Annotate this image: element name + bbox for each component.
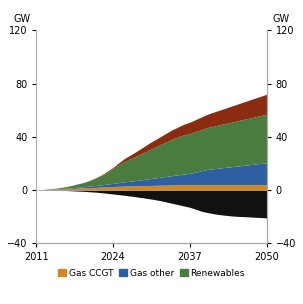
Text: GW: GW	[272, 14, 290, 24]
Text: GW: GW	[13, 14, 31, 24]
Legend: Gas CCGT, Gas other, Renewables: Gas CCGT, Gas other, Renewables	[55, 265, 248, 281]
